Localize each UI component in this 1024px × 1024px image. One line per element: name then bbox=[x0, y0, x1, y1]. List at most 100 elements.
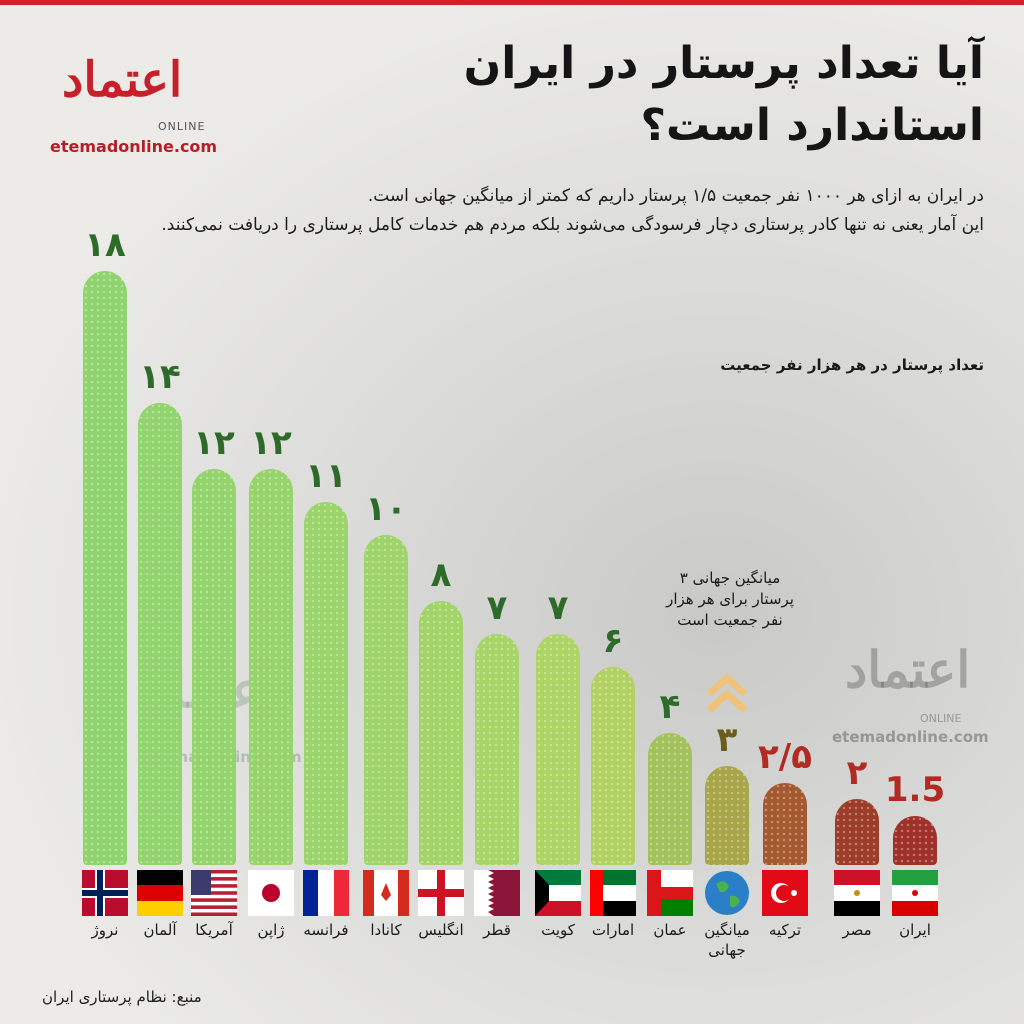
flag-shape bbox=[418, 889, 464, 897]
flag-shape bbox=[363, 870, 374, 916]
top-rule bbox=[0, 0, 1024, 5]
flag-shape bbox=[381, 883, 391, 901]
value-label: ۳ bbox=[716, 720, 738, 760]
value-label: ۱۲ bbox=[193, 423, 235, 463]
bar bbox=[475, 634, 519, 865]
flag-shape bbox=[82, 890, 128, 896]
flag-shape bbox=[191, 870, 211, 895]
value-label: ۴ bbox=[659, 687, 681, 727]
flag-shape bbox=[854, 890, 860, 896]
watermark: etemadonline.com bbox=[832, 728, 989, 746]
x-tick-label: میانگین جهانی bbox=[704, 921, 750, 959]
flag-shape bbox=[191, 891, 237, 895]
flag bbox=[647, 870, 693, 916]
x-tick-label: عمان bbox=[653, 921, 687, 939]
bar bbox=[648, 733, 692, 865]
flag bbox=[474, 870, 520, 916]
bar bbox=[138, 403, 182, 865]
flag-shape bbox=[474, 870, 494, 916]
x-tick-label: کویت bbox=[541, 921, 575, 939]
x-tick-label: ترکیه bbox=[768, 921, 802, 939]
flag-shape bbox=[834, 870, 880, 885]
source: منبع: نظام پرستاری ایران bbox=[42, 988, 202, 1006]
value-label: ۱۸ bbox=[84, 225, 126, 265]
x-tick-label: کانادا bbox=[370, 921, 402, 939]
title-line: استاندارد است؟ bbox=[640, 100, 984, 151]
flag-shape bbox=[892, 901, 938, 916]
flag-shape bbox=[705, 871, 749, 915]
flag-shape bbox=[535, 870, 581, 885]
flag-shape bbox=[191, 884, 237, 888]
bar bbox=[835, 799, 879, 865]
x-tick-label: قطر bbox=[483, 921, 511, 939]
flag-shape bbox=[191, 898, 237, 902]
value-label: ۱۲ bbox=[250, 423, 292, 463]
flag-shape bbox=[137, 870, 183, 885]
x-tick-label: مصر bbox=[842, 921, 872, 939]
value-label: ۷ bbox=[547, 588, 569, 628]
flag-shape bbox=[398, 870, 409, 916]
flag bbox=[590, 870, 636, 916]
value-label: ۷ bbox=[486, 588, 508, 628]
flag-shape bbox=[590, 870, 603, 916]
bar bbox=[419, 601, 463, 865]
value-label: 1.5 bbox=[884, 769, 946, 810]
logo-url: etemadonline.com bbox=[50, 137, 218, 156]
bar bbox=[536, 634, 580, 865]
flag bbox=[418, 870, 464, 916]
chevron bbox=[706, 689, 748, 713]
flag-shape bbox=[334, 870, 349, 916]
flag-shape bbox=[303, 870, 318, 916]
logo-tag: ONLINE bbox=[158, 120, 206, 133]
x-tick-label: انگلیس bbox=[418, 921, 464, 939]
flag-shape bbox=[191, 877, 237, 881]
flag-shape bbox=[137, 901, 183, 916]
flag-shape bbox=[191, 905, 237, 909]
flag bbox=[705, 871, 749, 915]
flag-shape bbox=[535, 901, 581, 916]
flag-shape bbox=[834, 901, 880, 916]
flag-shape bbox=[137, 885, 183, 901]
bar bbox=[893, 815, 937, 865]
watermark: اعتماد bbox=[845, 640, 971, 699]
logo-name: اعتماد bbox=[62, 52, 183, 108]
flag-shape bbox=[892, 870, 938, 885]
watermark: ONLINE bbox=[920, 712, 962, 725]
bar bbox=[591, 667, 635, 865]
flag-shape bbox=[191, 912, 237, 916]
value-label: ۱۰ bbox=[365, 489, 407, 529]
annotation-arrow bbox=[706, 673, 748, 713]
value-label: ۱۱ bbox=[305, 456, 347, 496]
value-label: ۱۴ bbox=[139, 357, 181, 397]
x-tick-label: ژاپن bbox=[257, 921, 285, 939]
bar bbox=[304, 502, 348, 865]
bar bbox=[83, 271, 127, 865]
flag-shape bbox=[318, 870, 334, 916]
flag bbox=[762, 870, 808, 916]
flag bbox=[363, 870, 409, 916]
x-tick-label: آلمان bbox=[143, 921, 177, 939]
flag bbox=[303, 870, 349, 916]
value-label: ۲ bbox=[846, 753, 868, 793]
flag bbox=[137, 870, 183, 916]
bar bbox=[249, 469, 293, 865]
flag bbox=[82, 870, 128, 916]
y-label: تعداد پرستار در هر هزار نفر جمعیت bbox=[720, 356, 984, 374]
flag-shape bbox=[776, 885, 792, 901]
x-tick-label: امارات bbox=[591, 921, 635, 939]
value-label: ۲/۵ bbox=[758, 736, 812, 777]
x-tick-label: فرانسه bbox=[303, 921, 349, 939]
bar bbox=[364, 535, 408, 865]
flag-shape bbox=[262, 884, 280, 902]
subtitle-line: در ایران به ازای هر ۱۰۰۰ نفر جمعیت ۱/۵ پ… bbox=[367, 186, 984, 206]
bar bbox=[763, 782, 807, 865]
flag-shape bbox=[912, 890, 918, 896]
title-line: آیا تعداد پرستار در ایران bbox=[463, 38, 984, 89]
flag-shape bbox=[791, 890, 797, 896]
x-tick-label: نروژ bbox=[91, 921, 119, 939]
flag bbox=[834, 870, 880, 916]
bar bbox=[192, 469, 236, 865]
flag bbox=[191, 870, 237, 916]
flag bbox=[248, 870, 294, 916]
